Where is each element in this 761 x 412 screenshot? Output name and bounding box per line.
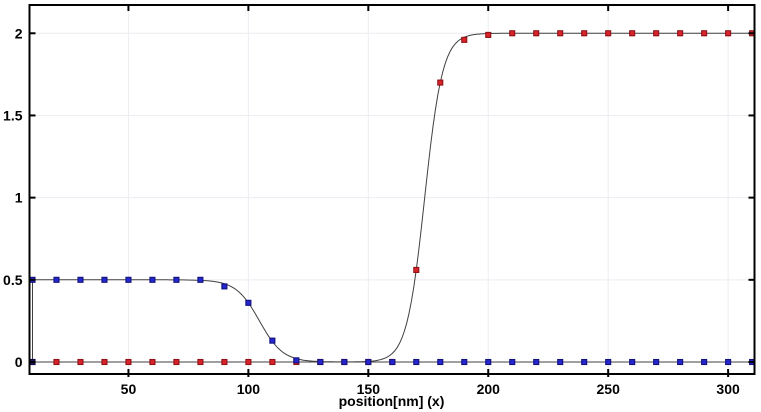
- marker-blue-profile: [461, 358, 468, 366]
- y-tick-label: 1: [15, 190, 23, 206]
- marker-blue-profile: [197, 276, 204, 283]
- marker-red-profile: [149, 358, 156, 366]
- marker-blue-profile: [701, 358, 708, 366]
- marker-blue-profile: [245, 299, 252, 306]
- marker-red-profile: [413, 266, 420, 274]
- marker-red-profile: [509, 30, 516, 37]
- marker-red-profile: [557, 30, 564, 37]
- marker-blue-profile: [125, 276, 132, 283]
- marker-blue-profile: [77, 276, 84, 283]
- marker-blue-profile: [293, 357, 300, 364]
- markers-blue-profile: [29, 276, 756, 366]
- marker-red-profile: [269, 358, 276, 366]
- gridlines: [29, 5, 755, 374]
- x-tick-label: 300: [716, 381, 740, 397]
- marker-blue-profile: [389, 358, 396, 366]
- marker-blue-profile: [437, 358, 444, 366]
- marker-red-profile: [533, 30, 540, 37]
- marker-red-profile: [725, 30, 732, 37]
- marker-blue-profile: [629, 358, 636, 366]
- x-tick-label: 100: [237, 381, 261, 397]
- marker-blue-profile: [221, 283, 228, 290]
- marker-blue-profile: [101, 276, 108, 283]
- marker-blue-profile: [365, 358, 372, 366]
- marker-red-profile: [653, 30, 660, 37]
- y-tick-label: 1.5: [3, 107, 23, 123]
- tick-labels: 50 100 150 200 250 300 0 0.5 1 1.5 2: [3, 25, 740, 397]
- y-tick-label: 2: [15, 25, 23, 41]
- y-tick-label: 0: [15, 354, 23, 370]
- x-axis-label: position[nm] (x): [338, 393, 445, 409]
- marker-blue-profile: [725, 358, 732, 366]
- marker-blue-profile: [485, 358, 492, 366]
- x-tick-label: 150: [357, 381, 381, 397]
- x-tick-label: 250: [597, 381, 621, 397]
- marker-blue-profile: [581, 358, 588, 366]
- marker-red-profile: [101, 358, 108, 366]
- marker-red-profile: [605, 30, 612, 37]
- marker-blue-profile: [53, 276, 60, 283]
- axis-border: [28, 4, 756, 375]
- marker-blue-profile: [173, 276, 180, 283]
- marker-blue-profile: [269, 337, 276, 344]
- marker-blue-profile: [677, 358, 684, 366]
- marker-blue-profile: [341, 358, 348, 366]
- x-tick-label: 50: [121, 381, 137, 397]
- marker-red-profile: [581, 30, 588, 37]
- marker-red-profile: [197, 358, 204, 366]
- marker-blue-profile: [509, 358, 516, 366]
- marker-red-profile: [629, 30, 636, 37]
- marker-blue-profile: [413, 358, 420, 366]
- marker-red-profile: [485, 31, 492, 38]
- marker-red-profile: [461, 36, 468, 43]
- x-tick-label: 200: [477, 381, 501, 397]
- curve-blue-profile: [32, 279, 753, 363]
- marker-blue-profile: [557, 358, 564, 366]
- marker-red-profile: [125, 358, 132, 366]
- marker-red-profile: [221, 358, 228, 366]
- marker-red-profile: [677, 30, 684, 37]
- marker-red-profile: [173, 358, 180, 366]
- marker-blue-profile: [533, 358, 540, 366]
- marker-blue-profile: [149, 276, 156, 283]
- axis-ticks: [30, 6, 754, 377]
- marker-red-profile: [77, 358, 84, 366]
- y-tick-label: 0.5: [3, 272, 23, 288]
- marker-blue-profile: [317, 358, 324, 366]
- marker-red-profile: [245, 358, 252, 366]
- marker-blue-profile: [605, 358, 612, 366]
- marker-red-profile: [437, 79, 444, 86]
- marker-blue-profile: [653, 358, 660, 366]
- marker-red-profile: [53, 358, 60, 366]
- marker-red-profile: [701, 30, 708, 37]
